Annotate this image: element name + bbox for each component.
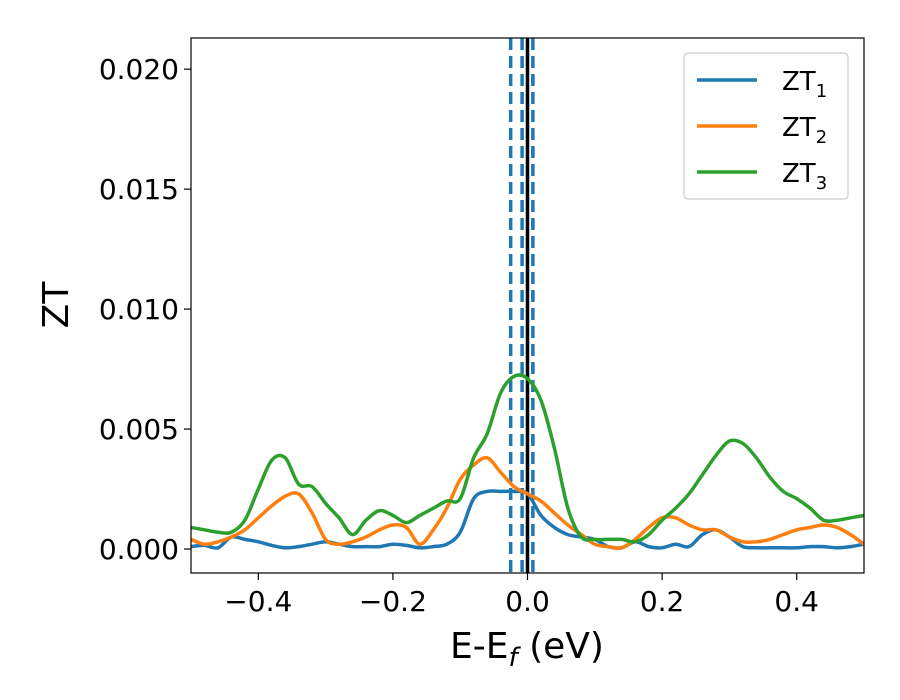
- series-line-zt2: [191, 455, 864, 550]
- y-tick-label: 0.020: [99, 53, 179, 86]
- y-axis-label: ZT: [36, 281, 77, 329]
- y-tick-label: 0.000: [99, 533, 179, 566]
- y-tick-label: 0.010: [99, 293, 179, 326]
- legend-label-zt3: ZT3: [782, 159, 827, 194]
- x-tick-label: 0.4: [774, 585, 819, 618]
- x-tick-label: −0.4: [224, 585, 292, 618]
- legend-label-zt1: ZT1: [782, 67, 827, 102]
- y-tick-label: 0.015: [99, 173, 179, 206]
- legend: ZT1 ZT2 ZT3: [683, 52, 849, 200]
- series-line-zt3: [191, 373, 864, 544]
- y-tick-label: 0.005: [99, 413, 179, 446]
- legend-box: [683, 52, 849, 200]
- legend-label-zt2: ZT2: [782, 113, 827, 148]
- x-tick-label: −0.2: [359, 585, 427, 618]
- x-tick-label: 0.0: [505, 585, 550, 618]
- x-axis-label: E-Ef (eV): [450, 626, 604, 673]
- x-tick-label: 0.2: [640, 585, 685, 618]
